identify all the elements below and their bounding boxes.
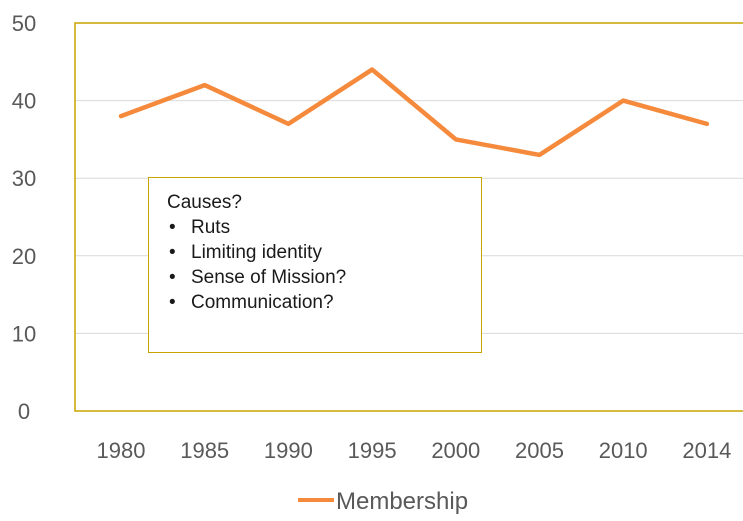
callout-item: Limiting identity [167,240,463,265]
series-line-0 [118,67,710,158]
x-tick-label: 1980 [97,438,146,463]
x-tick-label: 2000 [431,438,480,463]
y-tick-label: 20 [12,244,36,269]
callout-title: Causes? [167,192,242,213]
callout-item: Communication? [167,290,463,315]
x-axis-ticks: 1980 1985 1990 1995 2000 2005 2010 2014 [97,438,732,463]
legend: Membership [298,488,468,515]
y-tick-label: 0 [18,399,30,424]
y-tick-label: 50 [12,11,36,36]
x-tick-label: 1985 [180,438,229,463]
series-layer [118,67,710,158]
causes-callout-box: Causes? Ruts Limiting identity Sense of … [148,177,482,353]
y-tick-label: 10 [12,321,36,346]
callout-item: Ruts [167,215,463,240]
x-tick-label: 2005 [515,438,564,463]
x-tick-label: 1995 [348,438,397,463]
y-tick-label: 40 [12,89,36,114]
x-tick-label: 1990 [264,438,313,463]
x-tick-label: 2010 [599,438,648,463]
y-tick-label: 30 [12,166,36,191]
callout-list: Ruts Limiting identity Sense of Mission?… [167,215,463,315]
legend-label-membership: Membership [336,488,468,515]
callout-item: Sense of Mission? [167,265,463,290]
y-axis-ticks: 0 10 20 30 40 50 [12,11,36,424]
plot-area-frame [74,22,743,412]
x-tick-label: 2014 [682,438,731,463]
